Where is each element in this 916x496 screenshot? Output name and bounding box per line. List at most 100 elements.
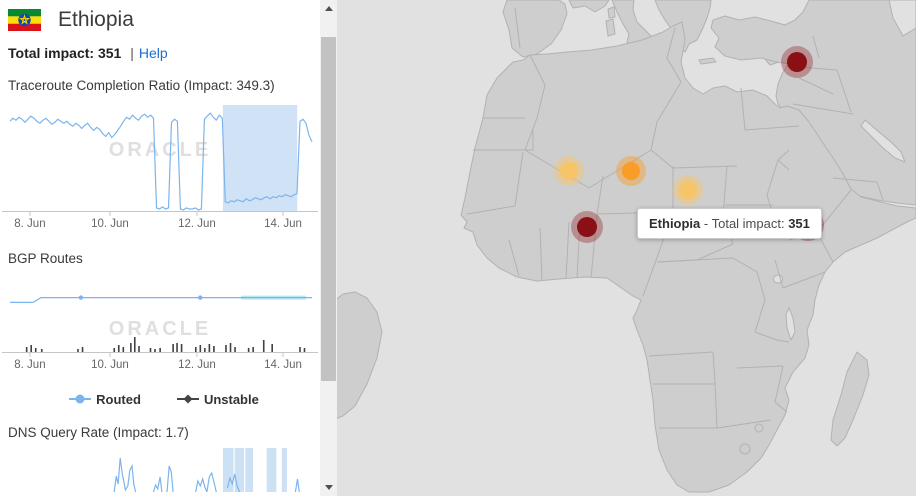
marker-syria-core[interactable] xyxy=(787,52,807,72)
marker-mali[interactable] xyxy=(554,156,584,186)
dns-series-line xyxy=(294,478,300,492)
legend-label: Unstable xyxy=(203,392,259,407)
africa-landmass xyxy=(460,21,916,493)
marker-niger-core[interactable] xyxy=(622,162,640,180)
country-panel: Ethiopia Total impact: 351 | Help Tracero… xyxy=(0,0,320,496)
unstable-event-bar[interactable] xyxy=(225,345,227,352)
world-map[interactable]: Ethiopia - Total impact: 351 xyxy=(337,0,916,496)
routed-point-marker[interactable] xyxy=(78,295,84,300)
unstable-marker-icon xyxy=(176,392,199,407)
unstable-event-bar[interactable] xyxy=(176,343,178,352)
unstable-event-bar[interactable] xyxy=(130,343,132,352)
lake-malawi xyxy=(785,306,796,342)
unstable-event-bar[interactable] xyxy=(133,337,136,352)
corsica-island xyxy=(607,6,616,19)
unstable-event-bar[interactable] xyxy=(154,349,156,352)
unstable-event-bar[interactable] xyxy=(271,344,273,352)
unstable-event-bar[interactable] xyxy=(247,348,250,352)
madagascar-island xyxy=(830,351,870,447)
dns-series-line xyxy=(195,471,217,492)
unstable-event-bar[interactable] xyxy=(113,348,116,352)
traceroute-section-title: Traceroute Completion Ratio (Impact: 349… xyxy=(8,78,275,93)
traceroute-chart[interactable]: 8. Jun 10. Jun 12. Jun 14. Jun xyxy=(0,99,320,239)
axis-tick-label: 12. Jun xyxy=(178,359,216,371)
dns-outage-band xyxy=(245,448,254,492)
marker-syria[interactable] xyxy=(781,46,813,78)
scroll-down-icon[interactable] xyxy=(320,479,337,496)
unstable-event-bar[interactable] xyxy=(229,343,232,352)
dns-series-line xyxy=(226,473,241,492)
unstable-event-bar[interactable] xyxy=(199,345,202,352)
persian-gulf xyxy=(860,119,906,163)
marker-niger[interactable] xyxy=(616,156,646,186)
unstable-event-bar[interactable] xyxy=(81,347,84,352)
unstable-event-bar[interactable] xyxy=(34,348,37,352)
axis-tick-label: 14. Jun xyxy=(264,359,302,371)
dns-outage-band xyxy=(234,448,245,492)
unstable-event-bar[interactable] xyxy=(172,344,174,352)
map-tooltip: Ethiopia - Total impact: 351 xyxy=(637,208,822,239)
unstable-event-bar[interactable] xyxy=(204,348,206,352)
unstable-event-bar[interactable] xyxy=(30,345,32,352)
axis-tick-label: 14. Jun xyxy=(264,218,302,230)
unstable-event-bar[interactable] xyxy=(138,346,140,352)
scroll-up-icon[interactable] xyxy=(320,0,337,17)
scrollbar-thumb[interactable] xyxy=(321,37,336,381)
total-impact-label: Total impact: xyxy=(8,45,95,61)
unstable-event-bar[interactable] xyxy=(194,347,197,352)
marker-west-africa[interactable] xyxy=(571,211,603,243)
routed-marker-icon xyxy=(69,392,92,407)
map-canvas[interactable] xyxy=(337,0,916,496)
dns-outage-band xyxy=(266,448,277,492)
south-america-landmass xyxy=(337,291,383,419)
unstable-event-bar[interactable] xyxy=(25,347,28,352)
unstable-event-bar[interactable] xyxy=(234,347,236,352)
marker-mali-core[interactable] xyxy=(560,162,578,180)
axis-tick-label: 10. Jun xyxy=(91,218,129,230)
tooltip-country: Ethiopia xyxy=(649,216,701,231)
legend-item-unstable[interactable]: Unstable xyxy=(176,392,259,407)
unstable-event-bar[interactable] xyxy=(213,346,215,352)
help-link[interactable]: Help xyxy=(138,45,168,61)
unstable-event-bar[interactable] xyxy=(303,348,306,352)
dns-series-line xyxy=(152,476,163,492)
unstable-event-bar[interactable] xyxy=(122,347,125,352)
marker-chad-core[interactable] xyxy=(679,181,697,199)
traceroute-chart-container: ORACLE 8. Jun 10. Jun 12. Jun 14. Jun xyxy=(0,99,320,239)
unstable-event-bar[interactable] xyxy=(299,347,301,352)
axis-tick-label: 8. Jun xyxy=(14,218,45,230)
traceroute-series-line xyxy=(9,112,313,211)
dns-chart[interactable] xyxy=(0,448,320,492)
unstable-event-bar[interactable] xyxy=(77,349,79,352)
tooltip-value: 351 xyxy=(788,216,810,231)
unstable-event-bar[interactable] xyxy=(208,344,211,352)
unstable-event-bar[interactable] xyxy=(149,348,152,352)
routed-point-marker[interactable] xyxy=(198,295,203,300)
impact-markers-layer xyxy=(554,46,824,243)
bgp-chart[interactable]: 8. Jun 10. Jun 12. Jun 14. Jun xyxy=(0,272,320,376)
unstable-event-bar[interactable] xyxy=(180,344,183,352)
unstable-event-bar[interactable] xyxy=(159,348,161,352)
unstable-event-bar[interactable] xyxy=(262,340,265,352)
total-impact-value: 351 xyxy=(97,45,122,61)
axis-tick-label: 12. Jun xyxy=(178,218,216,230)
dns-chart-container xyxy=(0,448,320,492)
routed-series-line xyxy=(10,297,312,303)
ethiopia-flag-icon xyxy=(8,9,41,31)
france-landmass xyxy=(568,0,610,13)
bgp-chart-container: ORACLE 8. Jun 10. Jun 12. Jun 14. Jun xyxy=(0,272,320,376)
iberia-landmass xyxy=(502,0,568,58)
legend-item-routed[interactable]: Routed xyxy=(69,392,141,407)
unstable-event-bar[interactable] xyxy=(40,349,43,352)
unstable-event-bar[interactable] xyxy=(252,347,254,352)
crete-island xyxy=(698,57,717,65)
marker-chad[interactable] xyxy=(673,175,703,205)
sidebar-scrollbar[interactable] xyxy=(320,0,337,496)
caspian-sea xyxy=(888,0,916,37)
unstable-event-bar[interactable] xyxy=(117,345,120,352)
country-title: Ethiopia xyxy=(58,8,134,31)
selection-region[interactable] xyxy=(222,105,298,211)
axis-tick-label: 8. Jun xyxy=(14,359,45,371)
marker-west-africa-core[interactable] xyxy=(577,217,597,237)
legend-label: Routed xyxy=(96,392,141,407)
